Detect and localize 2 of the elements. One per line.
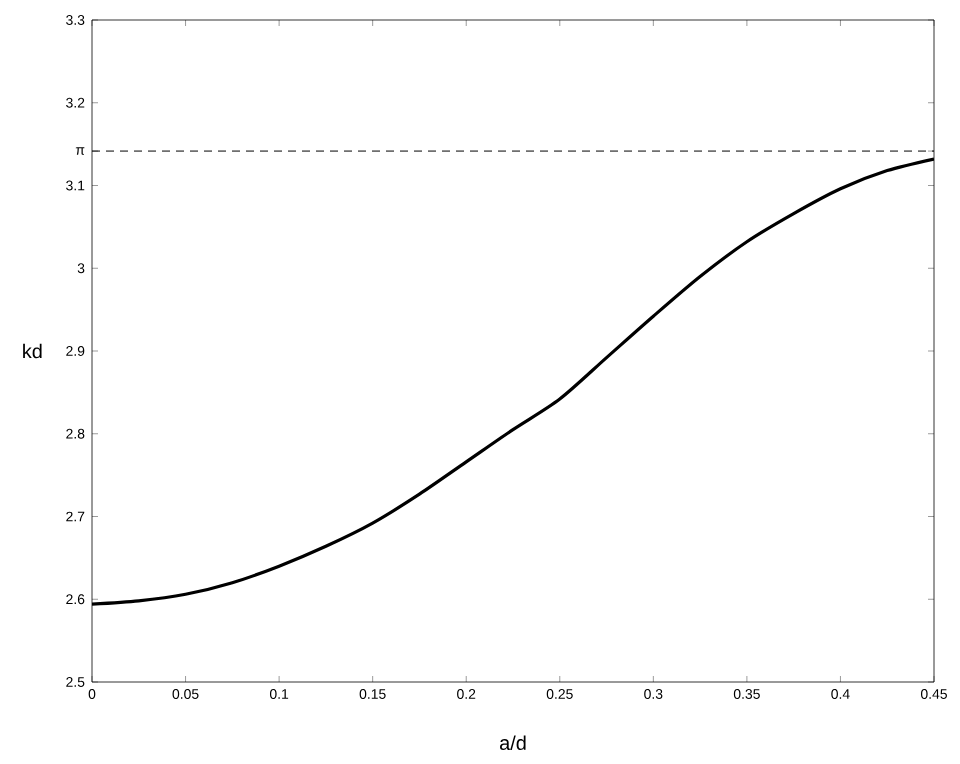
x-axis-title: a/d — [499, 735, 526, 751]
y-axis-title: kd — [23, 343, 42, 359]
